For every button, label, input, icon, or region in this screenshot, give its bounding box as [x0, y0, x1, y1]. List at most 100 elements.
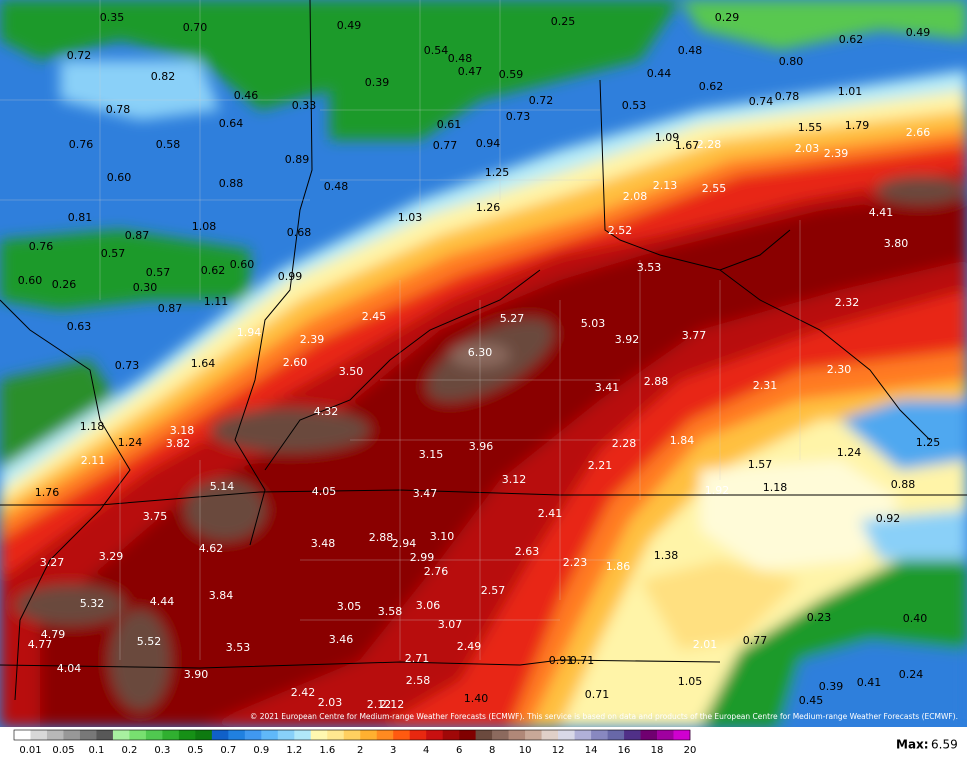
colorbar-swatch: [624, 730, 641, 740]
map-value-label: 2.41: [538, 507, 563, 520]
map-value-label: 0.39: [819, 680, 844, 693]
colorbar-swatch: [442, 730, 460, 740]
map-value-label: 0.91: [549, 654, 574, 667]
map-value-label: 0.87: [125, 229, 150, 242]
map-value-label: 0.53: [622, 99, 647, 112]
map-value-label: 3.27: [40, 556, 65, 569]
max-value: 6.59: [931, 738, 958, 752]
map-value-label: 2.58: [406, 674, 431, 687]
colorbar-label: 8: [489, 745, 495, 756]
map-value-label: 0.23: [807, 611, 832, 624]
colorbar-label: 0.5: [187, 745, 203, 756]
colorbar-swatch: [327, 730, 345, 740]
colorbar-swatch: [673, 730, 691, 740]
colorbar-label: 12: [552, 745, 565, 756]
colorbar-swatch: [508, 730, 526, 740]
map-value-label: 1.40: [464, 692, 489, 705]
map-value-label: 1.11: [204, 295, 229, 308]
map-value-label: 0.63: [67, 320, 92, 333]
map-value-label: 0.48: [448, 52, 473, 65]
colorbar-swatch: [14, 730, 31, 740]
map-value-label: 0.74: [749, 95, 774, 108]
map-value-label: 3.29: [99, 550, 124, 563]
colorbar-label: 2: [357, 745, 363, 756]
colorbar-swatch: [492, 730, 509, 740]
colorbar-label: 4: [423, 745, 429, 756]
map-value-label: 0.29: [715, 11, 740, 24]
map-value-label: 2.31: [753, 379, 778, 392]
map-value-label: 3.80: [884, 237, 909, 250]
colorbar-swatch: [574, 730, 592, 740]
colorbar-swatch: [558, 730, 575, 740]
colorbar-swatch: [376, 730, 394, 740]
map-value-label: 5.14: [210, 480, 235, 493]
colorbar-label: 0.2: [121, 745, 137, 756]
map-value-label: 4.32: [314, 405, 339, 418]
colorbar-label: 1.6: [319, 745, 335, 756]
map-value-label: 0.82: [151, 70, 176, 83]
map-value-label: 1.03: [398, 211, 423, 224]
map-value-label: 4.41: [869, 206, 894, 219]
map-value-label: 1.24: [837, 446, 862, 459]
colorbar-swatch: [63, 730, 81, 740]
max-label: Max:: [896, 738, 929, 752]
map-value-label: 3.50: [339, 365, 364, 378]
map-value-label: 3.10: [430, 530, 455, 543]
map-value-label: 0.62: [839, 33, 864, 46]
map-value-label: 0.58: [156, 138, 181, 151]
colorbar-swatch: [79, 730, 97, 740]
map-value-label: 0.81: [68, 211, 93, 224]
colorbar-swatch: [310, 730, 328, 740]
map-value-label: 1.67: [675, 139, 700, 152]
colorbar-swatch: [591, 730, 608, 740]
map-value-label: 0.47: [458, 65, 483, 78]
colorbar-swatch: [657, 730, 674, 740]
copyright: © 2021 European Centre for Medium-range …: [250, 712, 958, 721]
map-value-label: 4.44: [150, 595, 175, 608]
map-value-label: 0.48: [324, 180, 349, 193]
map-value-label: 0.54: [424, 44, 449, 57]
map-value-label: 3.53: [226, 641, 251, 654]
map-value-label: 5.52: [137, 635, 162, 648]
map-value-label: 0.62: [699, 80, 724, 93]
colorbar-swatch: [426, 730, 443, 740]
colorbar-swatch: [112, 730, 130, 740]
map-value-label: 2.28: [612, 437, 637, 450]
map-value-label: 1.57: [748, 458, 773, 471]
map-value-label: 2.30: [827, 363, 852, 376]
colorbar-swatch: [294, 730, 312, 740]
map-value-label: 1.76: [35, 486, 60, 499]
colorbar-label: 1.2: [286, 745, 302, 756]
map-value-label: 2.76: [424, 565, 449, 578]
colorbar-swatch: [211, 730, 229, 740]
map-value-label: 3.41: [595, 381, 620, 394]
map-value-label: 1.79: [845, 119, 870, 132]
map-value-label: 0.40: [903, 612, 928, 625]
colorbar-swatch: [525, 730, 542, 740]
colorbar-label: 20: [684, 745, 697, 756]
map-value-label: 3.48: [311, 537, 336, 550]
map-value-label: 1.25: [485, 166, 510, 179]
map-value-label: 2.32: [835, 296, 860, 309]
map-value-label: 3.53: [637, 261, 662, 274]
colorbar-label: 0.7: [220, 745, 236, 756]
state-borders: [0, 0, 967, 701]
map-value-label: 5.03: [581, 317, 606, 330]
colorbar-swatch: [277, 730, 295, 740]
map-value-label: 0.61: [437, 118, 462, 131]
county-lines: [0, 0, 801, 660]
map-value-label: 0.73: [115, 359, 140, 372]
colorbar-swatch: [228, 730, 246, 740]
map-value-label: 2.45: [362, 310, 387, 323]
map-value-label: 2.63: [515, 545, 540, 558]
map-value-label: 3.47: [413, 487, 438, 500]
map-value-label: 2.28: [697, 138, 722, 151]
map-value-label: 1.94: [237, 326, 262, 339]
map-value-label: 2.60: [283, 356, 308, 369]
colorbar-label: 0.9: [253, 745, 269, 756]
map-value-label: 3.12: [502, 473, 527, 486]
colorbar-swatch: [162, 730, 180, 740]
map-value-label: 0.46: [234, 89, 259, 102]
colorbar-swatch: [96, 730, 114, 740]
